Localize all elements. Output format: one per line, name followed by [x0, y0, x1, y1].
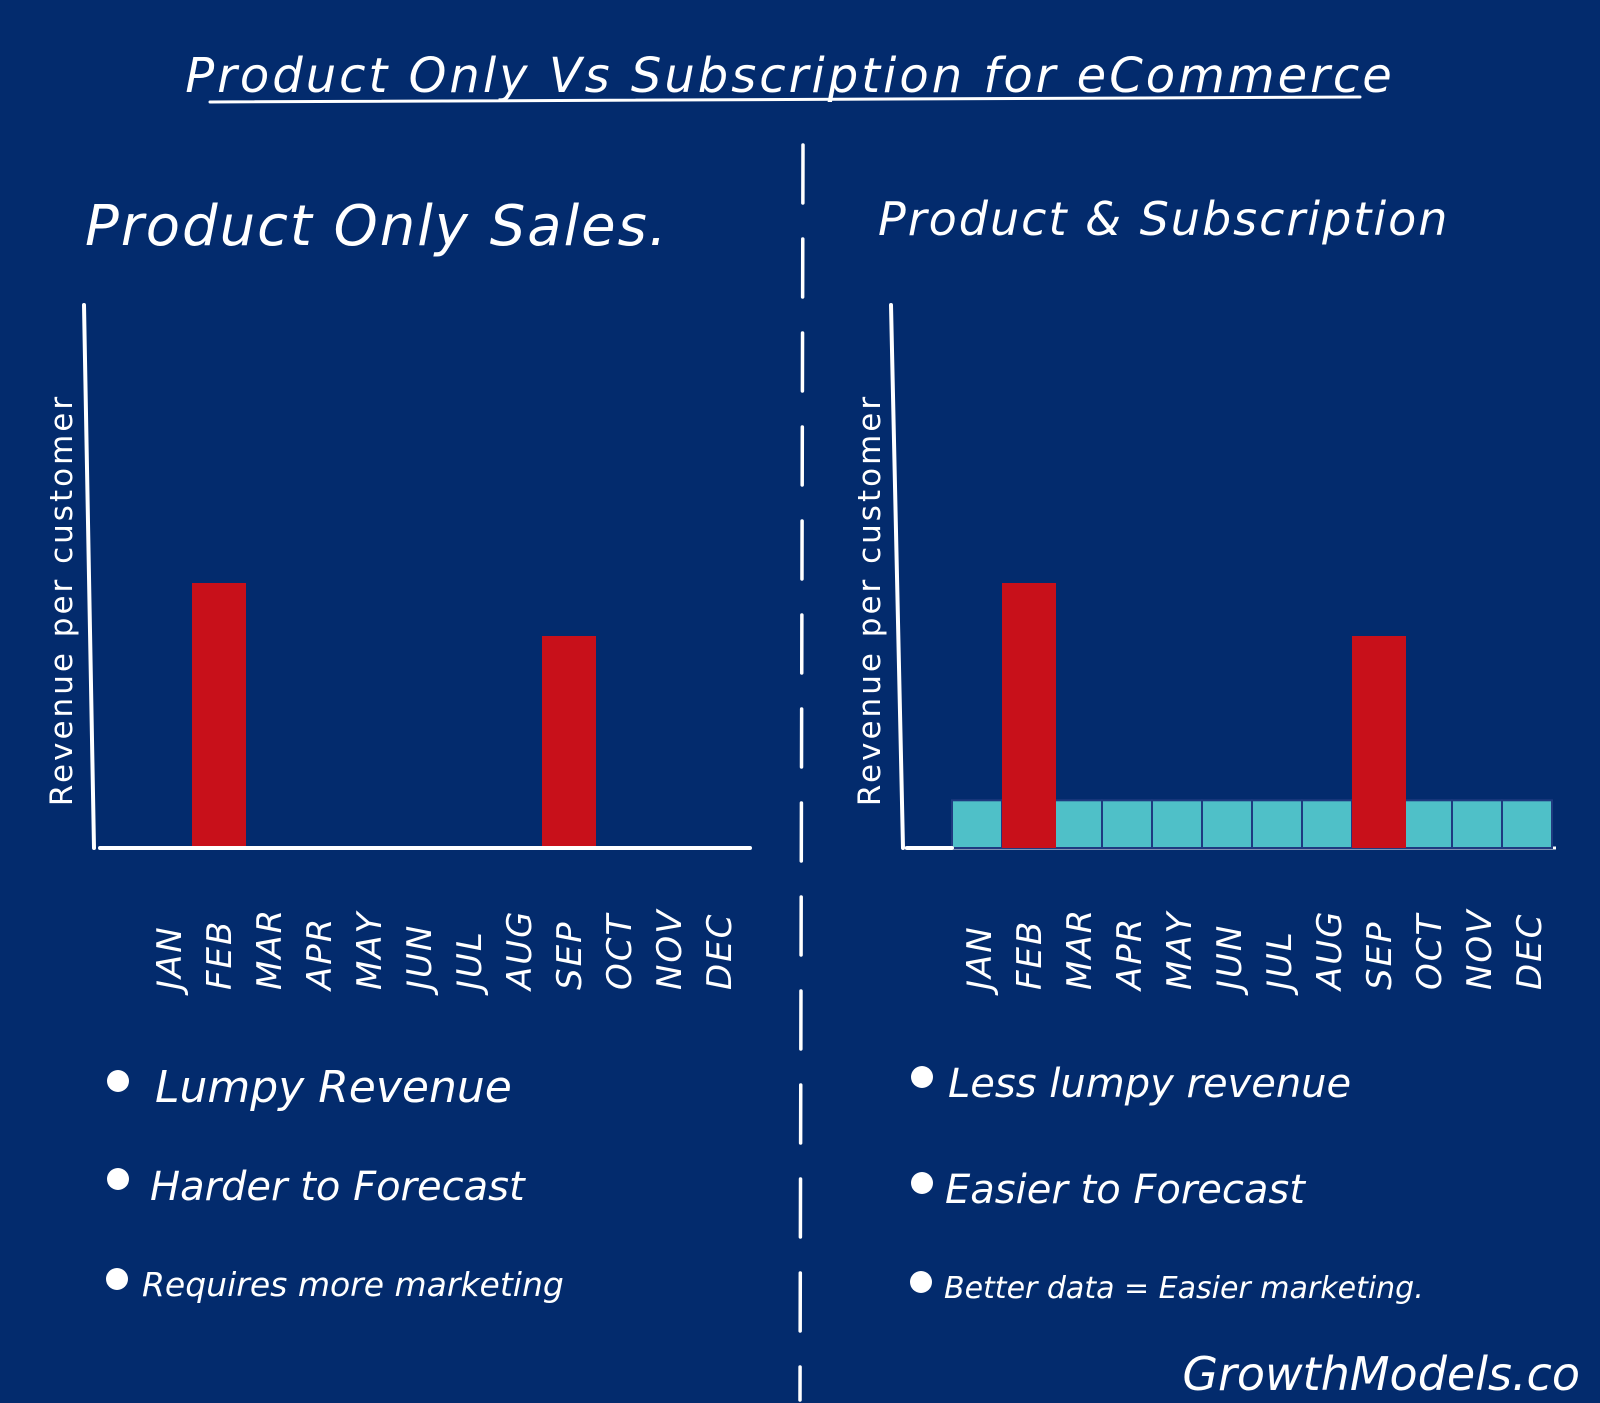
product-bar-feb: [1002, 583, 1056, 848]
left-bullet-3: Requires more marketing: [142, 1265, 564, 1304]
right-bullets: Less lumpy revenue Easier to Forecast Be…: [910, 1061, 1424, 1306]
page-title: Product Only Vs Subscription for eCommer…: [185, 48, 1395, 104]
x-tick-label-jun: JUN: [1210, 924, 1250, 996]
x-tick-label-may: MAY: [350, 910, 390, 990]
x-tick-label-jun: JUN: [400, 924, 440, 996]
x-tick-label-dec: DEC: [700, 913, 740, 990]
x-tick-label-jul: JUL: [1260, 930, 1300, 996]
x-tick-label-jul: JUL: [450, 930, 490, 996]
x-tick-label-feb: FEB: [200, 920, 240, 990]
x-tick-label-mar: MAR: [250, 908, 290, 990]
right-bullet-2: Easier to Forecast: [945, 1167, 1306, 1213]
subscription-bar-may: [1151, 799, 1203, 849]
subscription-bar-jan: [951, 799, 1003, 849]
x-tick-label-sep: SEP: [550, 920, 590, 990]
right-chart: Revenue per customer JAN FEB MAR APR MAY JUN J…: [852, 303, 1556, 996]
bullet-dot: [106, 1268, 128, 1290]
right-y-axis: [889, 303, 905, 850]
right-y-axis-label: Revenue per customer: [852, 394, 888, 806]
subscription-bar-mar: [1051, 799, 1103, 849]
right-bullet-3: Better data = Easier marketing.: [944, 1271, 1424, 1306]
right-chart-title: Product & Subscription: [878, 192, 1449, 246]
x-tick-label-jan: JAN: [150, 925, 190, 996]
left-x-tick-labels: JAN FEB MAR APR MAY JUN JUL AUG SEP OCT NOV DEC: [150, 908, 740, 996]
left-chart: Revenue per customer JAN FEB MAR APR MAY JUN J…: [44, 303, 752, 996]
subscription-bar-dec: [1501, 799, 1553, 849]
left-panel: Product Only Sales. Revenue per customer…: [44, 194, 752, 1304]
bullet-dot: [911, 1172, 933, 1194]
footer-brand: GrowthModels.co: [1182, 1347, 1580, 1401]
left-bullet-2: Harder to Forecast: [150, 1164, 526, 1210]
x-tick-label-jan: JAN: [960, 925, 1000, 996]
x-tick-label-apr: APR: [300, 917, 340, 992]
right-panel: Product & Subscription Revenue per custo…: [852, 192, 1580, 1401]
subscription-bar-aug: [1301, 799, 1353, 849]
product-bar-sep: [542, 636, 596, 848]
left-y-axis: [82, 303, 96, 850]
bullet-dot: [911, 1066, 933, 1088]
product-bar-sep: [1352, 636, 1406, 848]
title-underline: [208, 95, 1362, 104]
x-tick-label-oct: OCT: [600, 912, 640, 990]
subscription-bar-nov: [1451, 799, 1503, 849]
subscription-bar-jul: [1251, 799, 1303, 849]
x-tick-label-aug: AUG: [1310, 910, 1350, 993]
bullet-dot: [107, 1168, 129, 1190]
x-tick-label-dec: DEC: [1510, 913, 1550, 990]
center-divider: [798, 143, 805, 1402]
x-tick-label-may: MAY: [1160, 910, 1200, 990]
x-tick-label-sep: SEP: [1360, 920, 1400, 990]
bullet-dot: [910, 1271, 932, 1293]
subscription-bar-apr: [1101, 799, 1153, 849]
left-y-axis-label: Revenue per customer: [44, 394, 80, 806]
left-bullets: Lumpy Revenue Harder to Forecast Require…: [106, 1062, 564, 1304]
x-tick-label-aug: AUG: [500, 910, 540, 993]
x-tick-label-mar: MAR: [1060, 908, 1100, 990]
right-bullet-1: Less lumpy revenue: [948, 1061, 1351, 1107]
x-tick-label-nov: NOV: [1460, 908, 1500, 990]
subscription-bar-jun: [1201, 799, 1253, 849]
subscription-bar-oct: [1401, 799, 1453, 849]
bullet-dot: [107, 1070, 129, 1092]
x-tick-label-nov: NOV: [650, 908, 690, 990]
left-bullet-1: Lumpy Revenue: [155, 1062, 512, 1113]
x-tick-label-apr: APR: [1110, 917, 1150, 992]
x-tick-label-feb: FEB: [1010, 920, 1050, 990]
left-bars: [192, 583, 596, 848]
left-chart-title: Product Only Sales.: [85, 194, 669, 259]
product-bar-feb: [192, 583, 246, 848]
right-bars: [905, 583, 1556, 850]
right-x-tick-labels: JAN FEB MAR APR MAY JUN JUL AUG SEP OCT NOV DEC: [960, 908, 1550, 996]
x-tick-label-oct: OCT: [1410, 912, 1450, 990]
